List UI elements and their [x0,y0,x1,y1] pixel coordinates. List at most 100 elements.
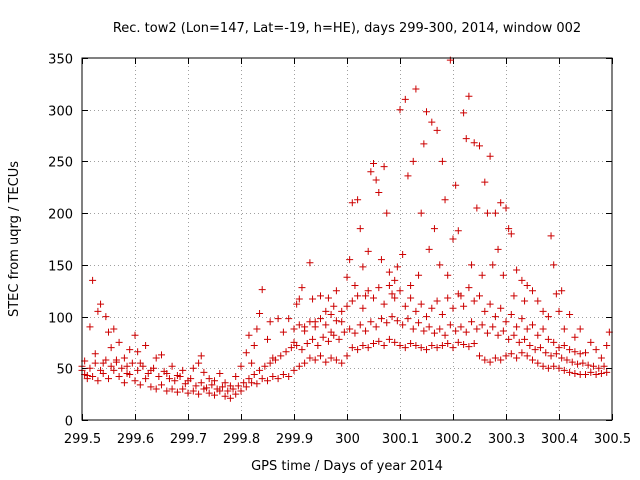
data-point [396,342,404,350]
data-points [78,56,613,402]
data-point [510,292,518,300]
y-tick-label: 50 [56,363,73,378]
data-point [470,139,478,147]
data-point [176,373,184,381]
data-point [444,339,452,347]
data-point [393,263,401,271]
data-point [404,315,412,323]
data-point [115,373,123,381]
data-point [544,335,552,343]
data-point [518,349,526,357]
data-point [306,318,314,326]
data-point [513,354,521,362]
data-point [97,366,105,374]
data-point [245,375,253,383]
data-point [354,196,362,204]
data-point [510,331,518,339]
data-point [248,379,256,387]
data-point [566,311,574,319]
data-point [311,323,319,331]
data-point [189,364,197,372]
data-point [160,367,168,375]
data-point [330,331,338,339]
data-point [142,342,150,350]
data-point [298,284,306,292]
data-point [473,325,481,333]
data-point [460,109,468,117]
data-point [494,331,502,339]
data-point [205,375,213,383]
data-point [295,295,303,303]
data-point [142,375,150,383]
data-point [168,385,176,393]
data-point [502,204,510,212]
data-point [539,325,547,333]
data-point [391,294,399,302]
data-point [242,349,250,357]
data-point [420,327,428,335]
data-point [377,256,385,264]
data-point [282,348,290,356]
data-point [269,373,277,381]
data-point [354,346,362,354]
data-point [250,370,258,378]
data-point [478,271,486,279]
data-point [322,307,330,315]
data-point [417,209,425,217]
data-point [560,342,568,350]
data-point [240,379,248,387]
data-point [409,325,417,333]
data-point [370,159,377,167]
data-point [362,327,370,335]
data-point [224,387,232,395]
data-point [258,286,266,294]
data-point [499,327,507,335]
data-point [563,356,571,364]
data-point [423,108,430,116]
data-point [454,290,462,298]
data-point [486,300,494,308]
data-point [404,172,412,180]
y-tick-label: 300 [48,105,73,120]
data-point [499,271,507,279]
x-tick-label: 299.5 [64,432,101,447]
data-point [430,329,438,337]
data-point [465,284,473,292]
data-point [415,271,423,279]
data-point [120,379,128,387]
data-point [560,325,568,333]
data-point [465,343,473,351]
data-point [385,268,393,276]
data-point [181,380,189,388]
data-point [354,292,362,300]
data-point [290,366,298,374]
data-point [574,360,582,368]
x-tick-label: 300.4 [541,432,578,447]
data-point [150,364,158,372]
data-point [253,325,261,333]
data-point [279,328,287,336]
data-point [441,196,449,204]
data-point [332,287,340,295]
data-point [470,297,478,305]
data-point [430,225,438,233]
data-point [271,356,279,364]
data-point [89,373,97,381]
data-point [234,382,242,390]
data-point [221,392,229,400]
data-point [290,325,298,333]
data-point [295,321,303,329]
data-point [285,373,293,381]
data-point [396,106,404,114]
data-point [91,350,99,358]
data-point [592,346,600,354]
data-point [356,321,364,329]
data-point [438,342,446,350]
data-point [110,325,118,333]
data-point [465,92,473,100]
data-point [550,261,558,269]
data-point [195,359,203,367]
data-point [401,344,409,352]
data-point [232,373,240,381]
data-point [274,315,282,323]
